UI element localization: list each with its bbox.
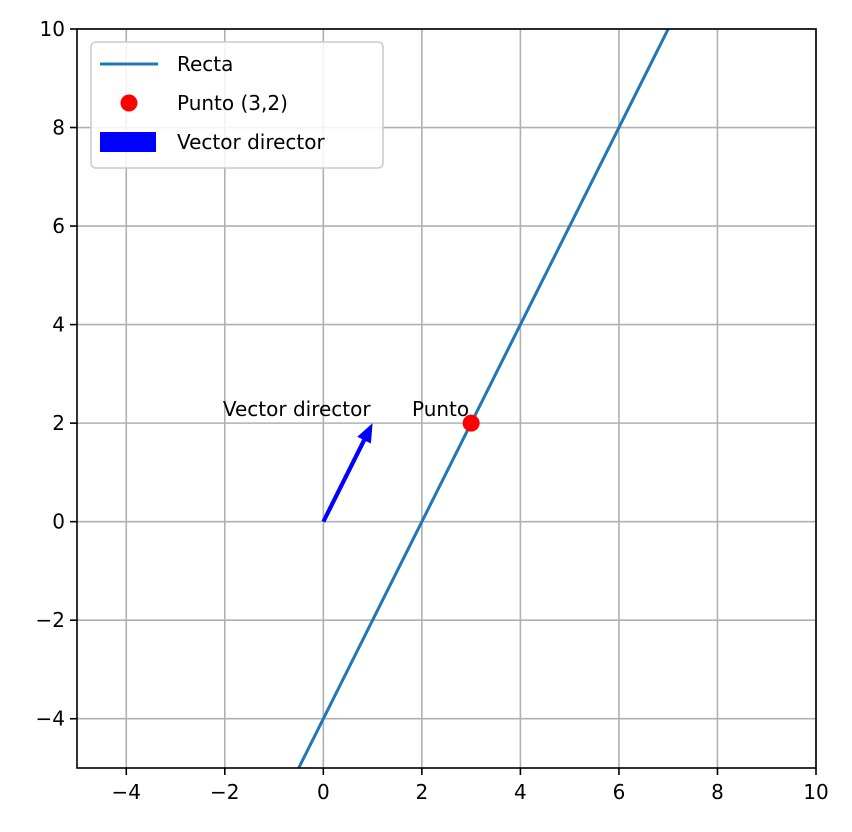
plot-series bbox=[297, 29, 670, 768]
legend-label-recta: Recta bbox=[177, 52, 233, 76]
y-tick-label: 0 bbox=[52, 510, 65, 534]
annotations: Vector director Punto bbox=[223, 397, 469, 421]
x-tick-label: 4 bbox=[514, 780, 527, 804]
x-tick-label: 2 bbox=[415, 780, 428, 804]
x-tick-label: −4 bbox=[112, 780, 141, 804]
legend-handle-punto bbox=[120, 94, 138, 112]
punto-marker bbox=[462, 414, 480, 432]
y-tick-label: −4 bbox=[36, 707, 65, 731]
vector-director-arrow bbox=[321, 423, 373, 523]
y-tick-label: 2 bbox=[52, 411, 65, 435]
y-tick-label: −2 bbox=[36, 608, 65, 632]
x-tick-label: 6 bbox=[613, 780, 626, 804]
axes-frame bbox=[76, 28, 817, 769]
legend: Recta Punto (3,2) Vector director bbox=[90, 41, 384, 169]
y-tick-label: 8 bbox=[52, 116, 65, 140]
annotation-punto: Punto bbox=[412, 397, 469, 421]
legend-label-punto: Punto (3,2) bbox=[177, 91, 288, 115]
annotation-vector-director: Vector director bbox=[223, 397, 372, 421]
legend-label-vector: Vector director bbox=[177, 130, 326, 154]
y-tick-label: 6 bbox=[52, 214, 65, 238]
x-tick-label: −2 bbox=[210, 780, 239, 804]
ticks: −4 −2 0 2 4 6 8 10 −4 −2 0 2 4 6 8 10 bbox=[36, 17, 829, 804]
y-tick-label: 4 bbox=[52, 313, 65, 337]
recta-line bbox=[297, 29, 670, 768]
legend-box bbox=[90, 41, 384, 169]
x-tick-label: 8 bbox=[711, 780, 724, 804]
legend-handle-vector bbox=[100, 132, 156, 152]
x-tick-label: 10 bbox=[803, 780, 828, 804]
y-tick-label: 10 bbox=[40, 17, 65, 41]
x-tick-label: 0 bbox=[317, 780, 330, 804]
plot-area bbox=[297, 29, 670, 768]
